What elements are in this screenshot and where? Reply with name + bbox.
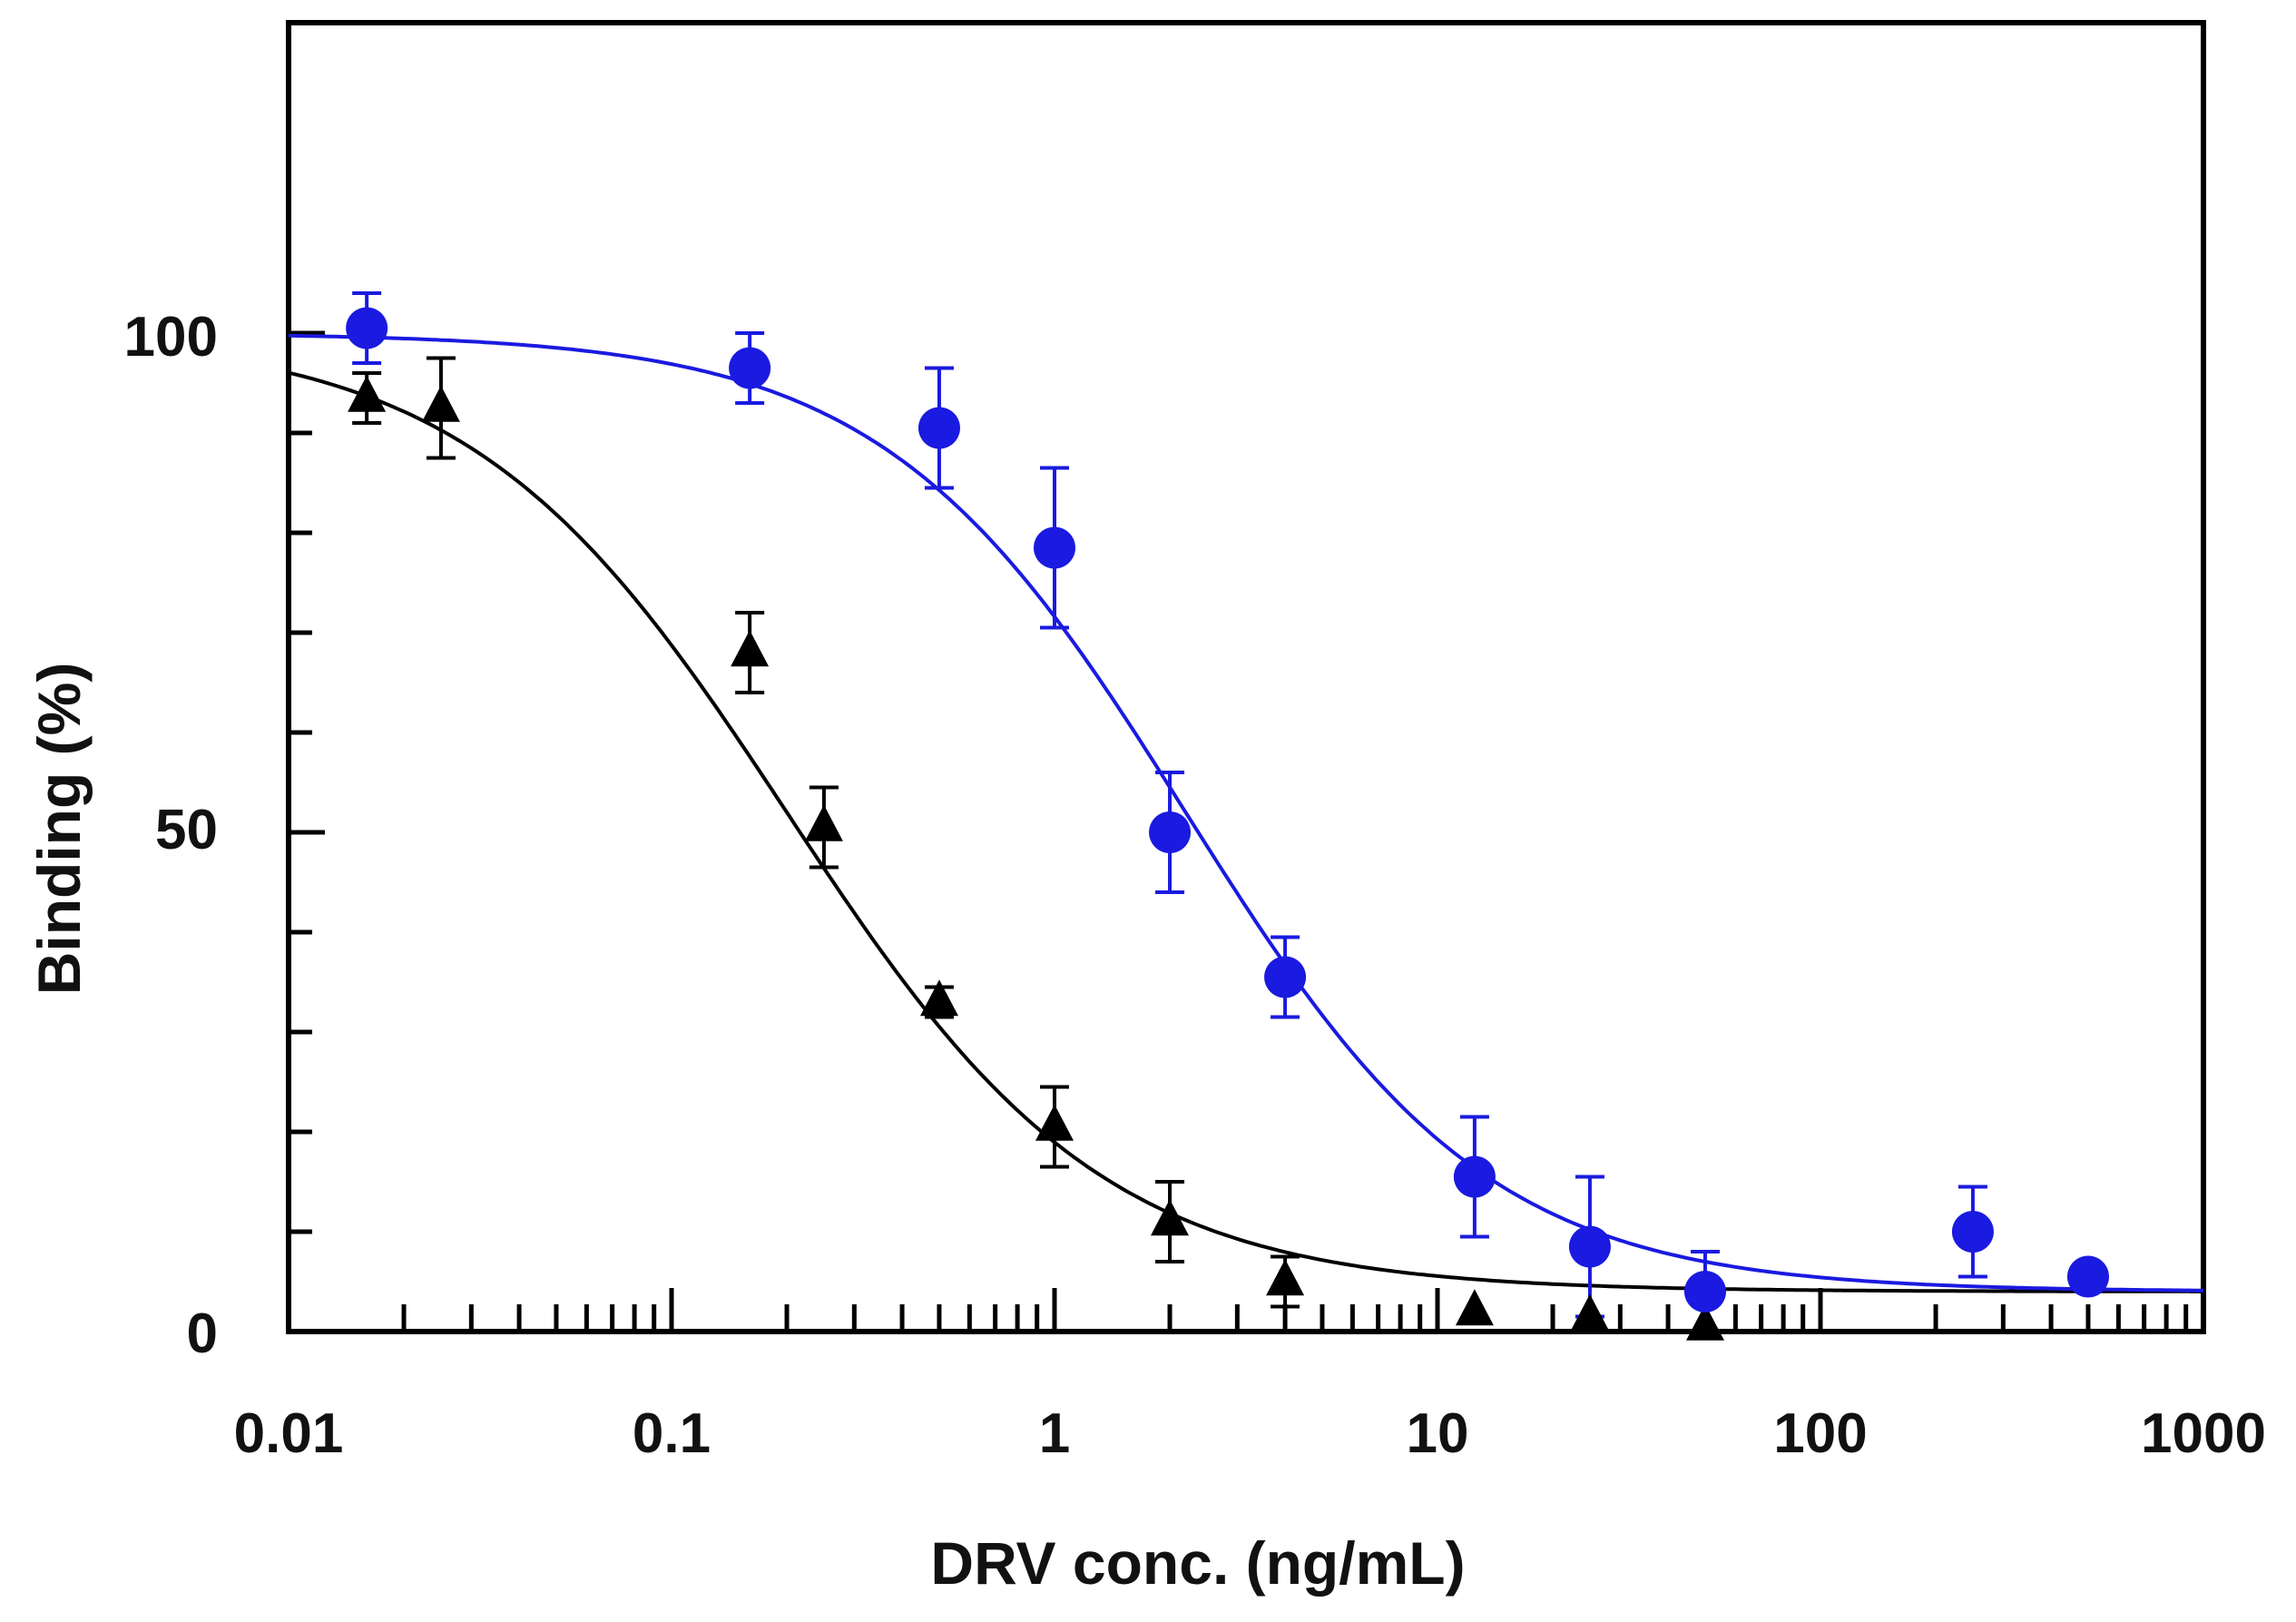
black-triangle-point (1035, 1104, 1074, 1141)
y-tick-label-100: 100 (124, 306, 218, 369)
x-tick-label-0.1: 0.1 (633, 1402, 711, 1465)
x-axis-title: DRV conc. (ng/mL) (930, 1529, 1465, 1597)
blue-circle-point (1264, 956, 1307, 998)
black-triangles-fit-curve (288, 370, 2203, 1293)
blue-circle-point (346, 307, 388, 349)
blue-circle-point (2066, 1255, 2109, 1298)
black-triangle-point (1151, 1199, 1189, 1236)
plot-frame (286, 20, 2206, 1334)
y-minor-ticks (289, 330, 325, 1234)
data-markers (346, 307, 2109, 1341)
blue-circles-fit-curve (288, 333, 2203, 1293)
blue-circle-point (1149, 811, 1192, 853)
blue-circle-point (1453, 1155, 1496, 1198)
blue-circle-point (917, 407, 960, 449)
fit-curves (288, 333, 2203, 1293)
x-minor-ticks (401, 1288, 2189, 1332)
black-triangle-point (920, 979, 958, 1017)
blue-circle-point (1034, 526, 1075, 569)
black-triangle-point (731, 630, 770, 667)
error-bars (352, 291, 2103, 1333)
x-tick-label-10: 10 (1407, 1402, 1469, 1465)
black-triangle-point (1686, 1303, 1724, 1341)
black-triangle-point (804, 804, 843, 841)
y-tick-label-0: 0 (187, 1303, 218, 1365)
black-triangle-point (348, 375, 387, 412)
x-tick-label-0.01: 0.01 (234, 1402, 344, 1465)
black-triangle-point (421, 385, 460, 422)
x-tick-label-1000: 1000 (2141, 1402, 2266, 1465)
blue-circle-point (1568, 1225, 1611, 1268)
y-tick-label-50: 50 (155, 799, 218, 861)
black-triangle-point (1455, 1289, 1494, 1326)
y-axis-title: Binding (%) (25, 663, 93, 996)
black-triangle-point (1266, 1259, 1305, 1296)
black-triangle-point (1570, 1293, 1609, 1331)
blue-circle-point (1683, 1271, 1726, 1312)
x-tick-label-1: 1 (1039, 1402, 1070, 1465)
blue-circle-point (1951, 1211, 1994, 1253)
blue-circle-point (729, 347, 771, 389)
x-tick-label-100: 100 (1773, 1402, 1867, 1465)
